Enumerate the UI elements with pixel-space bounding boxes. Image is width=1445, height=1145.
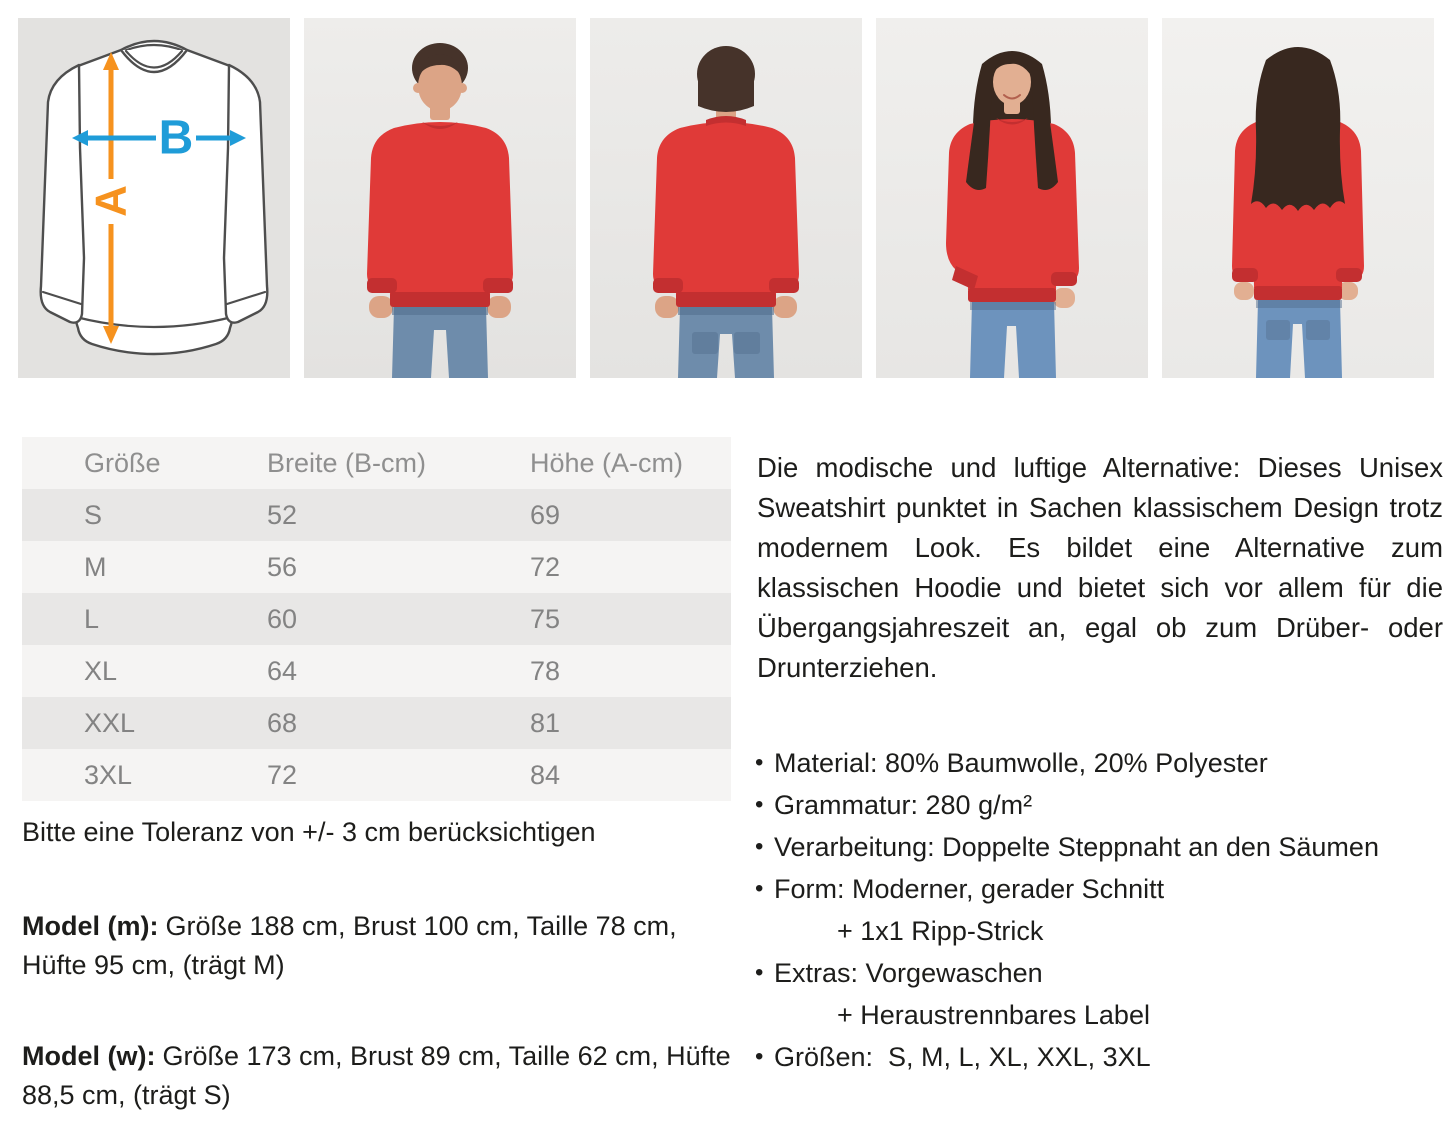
spec-item-material: Material: 80% Baumwolle, 20% Polyester <box>755 742 1443 784</box>
cell-size: 3XL <box>84 759 133 790</box>
table-row-l: L 60 75 <box>22 593 731 645</box>
cell-hoehe: 75 <box>530 603 561 634</box>
photo-male-back <box>590 18 862 378</box>
cell-size: XL <box>84 655 118 686</box>
model-w-label: Model (w): <box>22 1041 156 1071</box>
table-row-xl: XL 64 78 <box>22 645 731 697</box>
male-front-illustration <box>304 18 576 378</box>
spec-item-form-continuation: + 1x1 Ripp-Strick <box>837 916 1044 946</box>
model-m-info: Model (m): Größe 188 cm, Brust 100 cm, Ta… <box>22 907 732 985</box>
spec-item-extras: Extras: Vorgewaschen <box>755 952 1443 994</box>
table-row-s: S 52 69 <box>22 489 731 541</box>
spec-item-groessen: Größen: S, M, L, XL, XXL, 3XL <box>755 1036 1443 1078</box>
column-header-groesse: Größe <box>84 447 161 478</box>
cell-breite: 68 <box>267 707 298 738</box>
cell-breite: 52 <box>267 499 298 530</box>
cell-breite: 72 <box>267 759 298 790</box>
description-section: Die modische und luftige Alternative: Di… <box>755 448 1443 1078</box>
cell-size: S <box>84 499 103 530</box>
product-description: Die modische und luftige Alternative: Di… <box>757 452 1443 683</box>
model-m-text: Größe 188 cm, Brust 100 cm, Taille 78 cm… <box>22 911 677 980</box>
table-row-xxl: XXL 68 81 <box>22 697 731 749</box>
size-table-header-row: Größe Breite (B-cm) Höhe (A-cm) <box>22 437 731 489</box>
model-w-info: Model (w): Größe 173 cm, Brust 89 cm, Tai… <box>22 1037 732 1115</box>
male-front-figure <box>367 43 513 378</box>
cell-size: M <box>84 551 107 582</box>
cell-breite: 56 <box>267 551 298 582</box>
female-back-illustration <box>1162 18 1434 378</box>
model-w-text: Größe 173 cm, Brust 89 cm, Taille 62 cm,… <box>22 1041 731 1110</box>
cell-breite: 64 <box>267 655 298 686</box>
cell-hoehe: 69 <box>530 499 561 530</box>
sweatshirt-measurement-diagram: A B <box>18 18 290 378</box>
cell-hoehe: 81 <box>530 707 561 738</box>
cell-size: L <box>84 603 100 634</box>
spec-item-grammatur: Grammatur: 280 g/m² <box>755 784 1443 826</box>
spec-item-form: Form: Moderner, gerader Schnitt <box>755 868 1443 910</box>
photo-female-front <box>876 18 1148 378</box>
size-table-section: Größe Breite (B-cm) Höhe (A-cm) S 52 69 … <box>22 437 732 1115</box>
spec-item-extras-continuation: + Heraustrennbares Label <box>837 1000 1150 1030</box>
male-back-illustration <box>590 18 862 378</box>
model-m-label: Model (m): <box>22 911 159 941</box>
female-front-illustration <box>876 18 1148 378</box>
sweatshirt-outline <box>39 39 269 356</box>
tolerance-note: Bitte eine Toleranz von +/- 3 cm berücks… <box>22 817 596 847</box>
cell-hoehe: 84 <box>530 759 561 790</box>
cell-breite: 60 <box>267 603 298 634</box>
photo-male-front <box>304 18 576 378</box>
spec-list: Material: 80% Baumwolle, 20% Polyester G… <box>755 742 1443 1078</box>
label-b: B <box>159 112 194 165</box>
height-arrow-a: A <box>87 52 136 344</box>
spec-item-verarbeitung: Verarbeitung: Doppelte Steppnaht an den … <box>755 826 1443 868</box>
cell-hoehe: 72 <box>530 551 561 582</box>
female-front-figure <box>946 51 1079 378</box>
size-diagram-image: A B <box>18 18 290 378</box>
cell-hoehe: 78 <box>530 655 561 686</box>
cell-size: XXL <box>84 707 136 738</box>
female-back-figure <box>1232 47 1364 378</box>
table-row-3xl: 3XL 72 84 <box>22 749 731 801</box>
photo-female-back <box>1162 18 1434 378</box>
column-header-hoehe: Höhe (A-cm) <box>530 447 684 478</box>
width-arrow-b: B <box>72 112 246 165</box>
table-row-m: M 56 72 <box>22 541 731 593</box>
product-image-strip: A B <box>18 18 1434 378</box>
label-a: A <box>87 185 136 217</box>
size-table: Größe Breite (B-cm) Höhe (A-cm) S 52 69 … <box>22 437 731 801</box>
column-header-breite: Breite (B-cm) <box>267 447 427 478</box>
male-back-figure <box>653 46 799 378</box>
